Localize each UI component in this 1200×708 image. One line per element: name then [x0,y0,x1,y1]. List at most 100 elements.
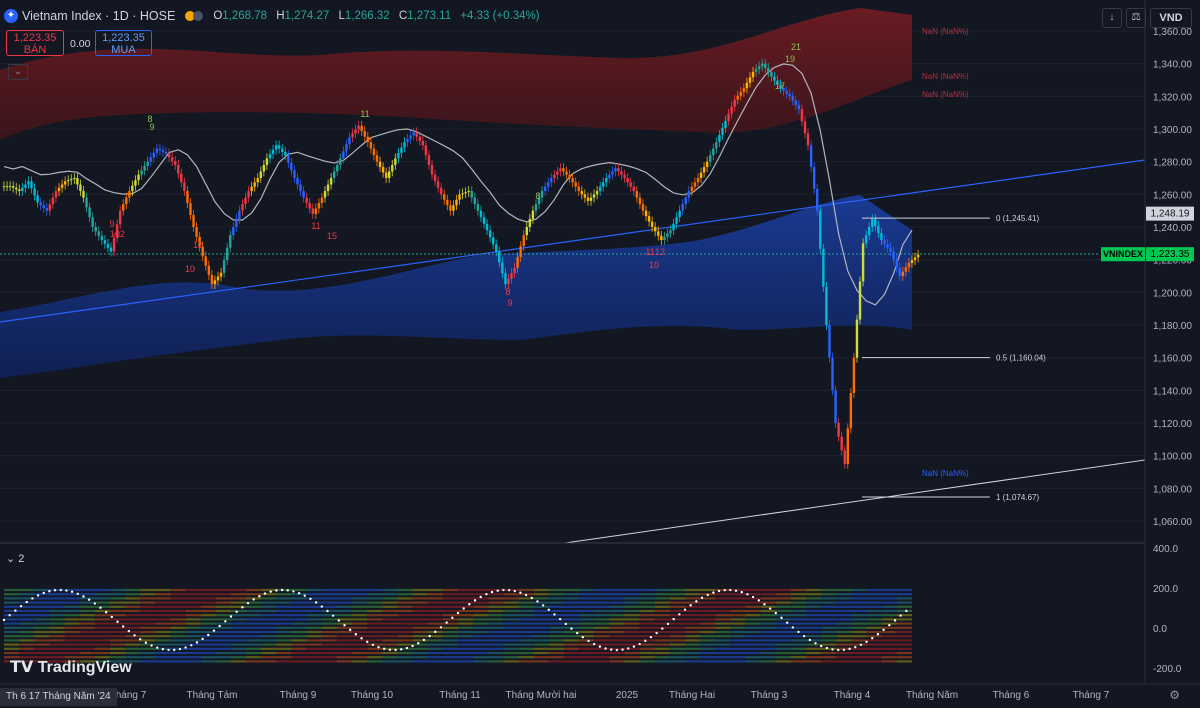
oscillator-dot [224,620,227,623]
candle-body [366,136,370,143]
candle-body [39,202,42,206]
y-tick-label: 1,180.00 [1153,321,1192,332]
candle-body [207,265,211,275]
price-labels: 1,248.19 VNINDEX 1,223.35 [1101,206,1194,262]
tradingview-logo[interactable]: 𝗧𝗩 TradingView [10,657,132,677]
candle-body [696,178,700,183]
candle-body [751,71,755,78]
x-tick-label: 2025 [616,690,639,701]
candle-body [834,390,837,423]
y-tick-label: 1,160.00 [1153,354,1192,365]
top-right-tools: ↓ ⚖ [1102,8,1146,28]
candle-body [910,260,914,263]
candle-body [403,142,406,148]
oscillator-dot [462,607,465,610]
oscillator-dot [178,647,182,651]
oscillator-dot [212,629,216,632]
candle-body [180,173,183,183]
fib-label: 0.5 (1,160.04) [996,354,1046,363]
candle-body [589,197,593,201]
oscillator-dot [184,646,187,649]
candle-body [822,248,825,287]
candle-body [329,178,333,185]
oscillator-dot [717,589,721,593]
candle-body [183,182,186,192]
collapse-legend-button[interactable]: ⌄ [8,64,28,80]
oscillator-dot [439,626,443,629]
oscillator-dot [496,589,499,592]
candle-body [574,182,577,187]
candle-body [375,155,379,162]
candle-body [467,191,470,193]
candle-body [736,95,739,100]
oscillator-dot [150,644,153,647]
candle-body [271,149,275,155]
sell-button[interactable]: 1,223.35 BÁN [6,30,64,56]
oscillator-dot [888,623,891,627]
candle-body [479,210,483,218]
oscillator-dot [882,628,885,631]
candle-body [849,393,853,429]
candle-body [855,319,859,358]
indicator-panel-toggle[interactable]: ⌄ 2 [6,553,25,565]
candle-body [546,182,550,187]
oscillator-dot [610,648,613,651]
oscillator-dot [649,635,653,639]
oscillator-dot [326,609,329,613]
candle-body [498,251,501,263]
oscillator-dot [519,591,522,594]
symbol-price-tag-text: VNINDEX [1103,249,1143,259]
oscillator-dot [757,599,760,602]
oscillator-dot [502,588,505,592]
candle-body [174,161,177,165]
candle-body [595,191,599,195]
candle-body [112,237,116,252]
candle-body [70,179,73,181]
candle-body [623,174,626,178]
candle-body [247,191,250,198]
symbol-title[interactable]: Vietnam Index · 1D · HOSE [22,9,176,23]
y-tick-label: 1,360.00 [1153,27,1192,38]
buy-button[interactable]: 1,223.35 MUA [95,30,152,56]
symbol-logo-icon: ✦ [4,9,18,23]
download-icon[interactable]: ↓ [1102,8,1122,28]
oscillator-dot [190,644,193,647]
candle-body [452,205,455,211]
oscillator-dot [354,633,358,636]
oscillator-dot [331,614,335,617]
support-trendline-white [564,459,1146,544]
currency-selector[interactable]: VND [1150,8,1192,28]
candle-body [828,325,831,358]
candle-body [660,235,663,241]
oscillator-dot [371,643,375,647]
oscillator-dot [689,604,692,607]
candle-body [317,203,321,209]
oscillator-dot [780,616,783,620]
candle-body [210,274,214,285]
oscillator-dot [388,648,392,651]
candle-body [265,158,269,165]
candle-body [302,191,305,198]
sell-label: BÁN [23,44,47,56]
data-status-icon [193,11,204,21]
candle-body [586,197,590,201]
candle-body [556,171,559,175]
open-value: 1,268.78 [222,10,268,22]
candle-body [794,100,798,106]
open-label: O [213,10,223,22]
candle-body [421,140,425,146]
compare-icon[interactable]: ⚖ [1126,8,1146,28]
candle-body [357,125,360,130]
candle-body [871,218,874,227]
candle-body [663,236,666,241]
y-tick-label: 1,140.00 [1153,386,1192,397]
candle-body [235,218,238,227]
candle-body [629,182,632,187]
oscillator-dot [139,638,142,641]
candle-body [424,145,428,156]
settings-icon[interactable]: ⚙ [1169,688,1180,702]
oscillator-dot [8,614,11,617]
candle-body [632,186,635,192]
candle-body [562,168,565,172]
